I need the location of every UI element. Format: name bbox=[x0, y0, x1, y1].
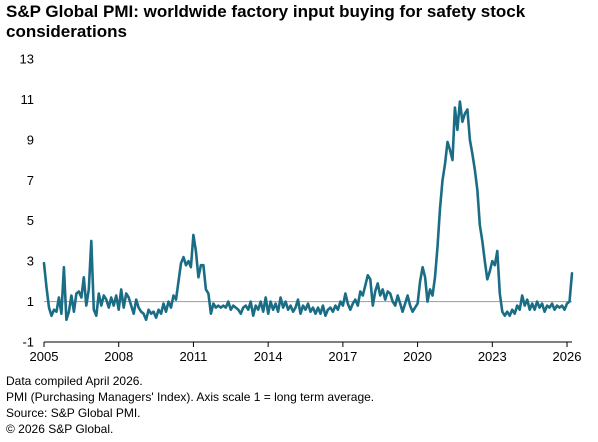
y-tick-label: 13 bbox=[20, 52, 34, 67]
footnote-data-compiled: Data compiled April 2026. bbox=[6, 374, 143, 388]
x-tick-label: 2008 bbox=[104, 349, 133, 364]
x-tick-label: 2020 bbox=[403, 349, 432, 364]
x-tick-label: 2014 bbox=[254, 349, 283, 364]
y-tick-label: 5 bbox=[27, 213, 34, 228]
y-tick-label: 7 bbox=[27, 173, 34, 188]
x-tick-label: 2026 bbox=[553, 349, 582, 364]
x-tick-label: 2011 bbox=[179, 349, 207, 364]
x-axis-ticks: 2005 2008 2011 2014 2017 2020 2023 2026 bbox=[30, 342, 582, 364]
y-tick-label: 3 bbox=[27, 254, 34, 269]
y-tick-label: -1 bbox=[22, 335, 34, 350]
footnote-axis-note: PMI (Purchasing Managers' Index). Axis s… bbox=[6, 390, 375, 404]
footnote-source: Source: S&P Global PMI. bbox=[6, 406, 141, 420]
footnote-copyright: © 2026 S&P Global. bbox=[6, 422, 114, 436]
x-tick-label: 2023 bbox=[478, 349, 507, 364]
y-tick-label: 11 bbox=[21, 92, 35, 107]
footnotes: Data compiled April 2026. PMI (Purchasin… bbox=[6, 373, 591, 437]
y-tick-label: 1 bbox=[27, 294, 34, 309]
series-line bbox=[42, 100, 574, 322]
chart-title: S&P Global PMI: worldwide factory input … bbox=[6, 2, 526, 41]
x-tick-label: 2017 bbox=[328, 349, 357, 364]
x-tick-label: 2005 bbox=[30, 349, 59, 364]
y-tick-label: 9 bbox=[27, 132, 34, 147]
